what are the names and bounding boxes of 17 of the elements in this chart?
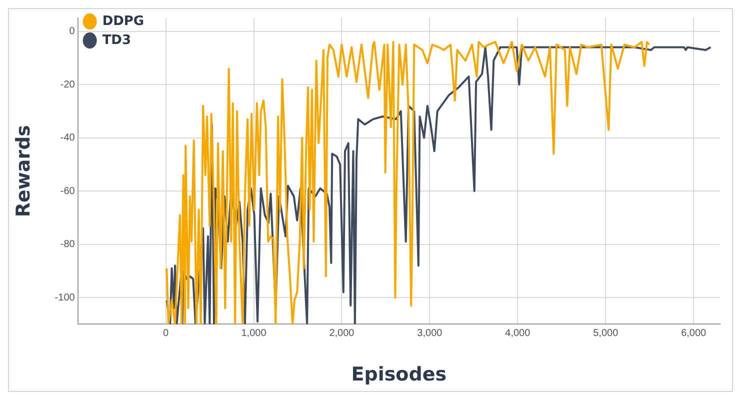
legend-label: TD3: [102, 32, 132, 48]
legend-label: DDPG: [102, 14, 144, 29]
y-tick-label: -80: [60, 239, 76, 250]
y-axis-title: Rewards: [12, 125, 34, 218]
x-axis-title: Episodes: [351, 364, 447, 386]
x-tick-label: 0: [163, 328, 170, 339]
x-tick-label: 5,000: [593, 328, 619, 339]
x-tick-label: 4,000: [505, 328, 531, 339]
y-tick-label: -100: [54, 292, 76, 304]
x-tick-label: 6,000: [681, 328, 707, 339]
y-tick-label: -20: [60, 79, 76, 90]
x-tick-label: 1,000: [241, 328, 267, 339]
x-tick-label: 3,000: [417, 328, 443, 339]
y-tick-label: -40: [60, 132, 76, 144]
y-tick-label: 0: [69, 26, 76, 38]
x-tick-label: 2,000: [329, 328, 355, 339]
y-tick-label: -60: [60, 186, 76, 197]
